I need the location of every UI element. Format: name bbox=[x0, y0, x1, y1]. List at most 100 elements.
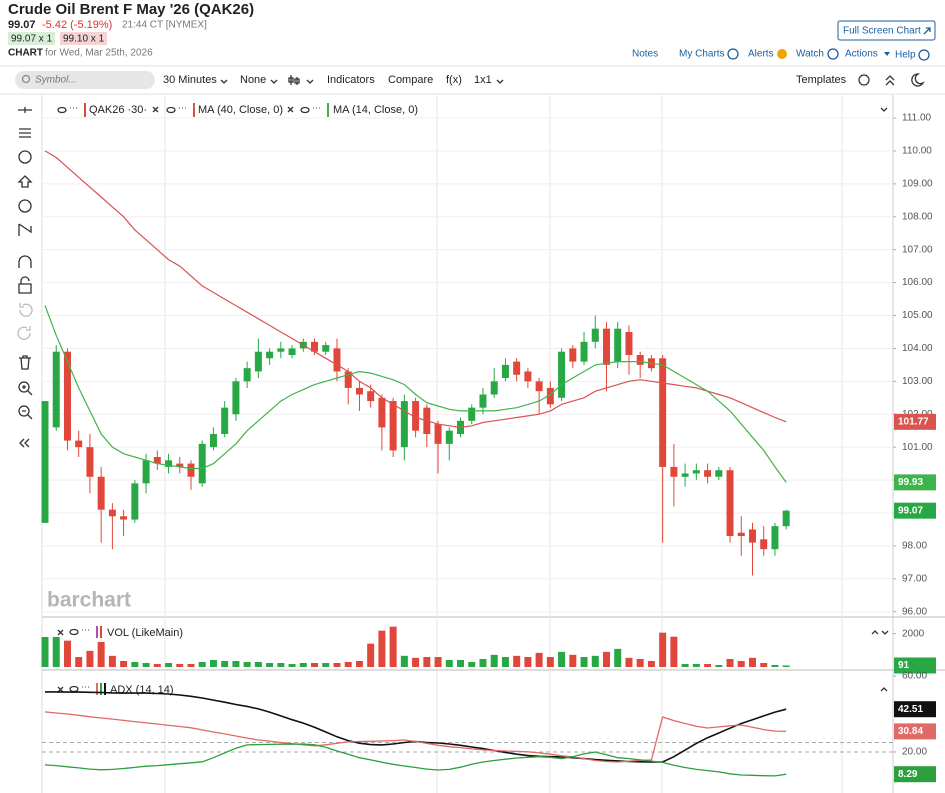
value-box-label: 91 bbox=[898, 660, 910, 671]
candle-body bbox=[546, 387, 554, 405]
volume-bar bbox=[423, 657, 431, 667]
symbol-box[interactable] bbox=[15, 71, 155, 89]
candle-body bbox=[367, 391, 375, 402]
toolbar-item[interactable]: 1x1 bbox=[474, 74, 492, 86]
toolbar-item[interactable]: Compare bbox=[388, 74, 433, 86]
nav-item[interactable]: Notes bbox=[632, 49, 658, 60]
toolbar-item[interactable]: Templates bbox=[796, 74, 847, 86]
volume-bar bbox=[692, 664, 700, 667]
toolbar-item[interactable]: Indicators bbox=[327, 74, 375, 86]
candle-body bbox=[760, 539, 768, 550]
volume-bar bbox=[378, 630, 386, 667]
price-legend[interactable]: ··· QAK26 ·30· ··· MA (40, Close, 0) ···… bbox=[57, 102, 888, 117]
candle-body bbox=[636, 355, 644, 365]
volume-bar bbox=[603, 651, 610, 667]
toolbar-item[interactable]: None bbox=[240, 74, 266, 86]
tool bbox=[18, 405, 30, 417]
volume-bar bbox=[221, 661, 229, 667]
icon bbox=[777, 49, 787, 59]
candle-body bbox=[782, 510, 790, 527]
collapse-icon[interactable] bbox=[885, 75, 895, 86]
candle-body bbox=[614, 328, 622, 362]
volume-bar bbox=[86, 650, 94, 667]
tool bbox=[18, 276, 32, 294]
icon[interactable] bbox=[288, 75, 300, 85]
volume-bar bbox=[558, 651, 566, 667]
y-tick-label: 111.00 bbox=[902, 113, 932, 124]
close-icon bbox=[57, 629, 64, 636]
legend-swatch bbox=[104, 683, 106, 695]
candle-body bbox=[524, 371, 532, 382]
value-box bbox=[894, 701, 936, 718]
volume-bar bbox=[659, 632, 667, 667]
icon bbox=[727, 48, 739, 60]
ask: 99.10 x 1 bbox=[63, 34, 105, 45]
legend-swatch bbox=[96, 626, 98, 638]
volume-bar bbox=[479, 659, 487, 667]
volume-bar bbox=[490, 654, 498, 667]
tool bbox=[18, 223, 32, 236]
volume-bar bbox=[75, 657, 83, 667]
candle-body bbox=[243, 368, 251, 382]
candle-body bbox=[153, 457, 161, 464]
legend-swatch bbox=[96, 683, 98, 695]
volume-bar bbox=[670, 636, 678, 667]
volume-bar bbox=[412, 657, 420, 667]
volume-bar bbox=[445, 660, 453, 667]
volume-bar bbox=[782, 665, 790, 667]
nav-item[interactable]: Help bbox=[895, 50, 916, 61]
value-box-label: 99.93 bbox=[898, 477, 923, 488]
nav-item[interactable]: Actions bbox=[845, 49, 878, 60]
chevron[interactable] bbox=[880, 107, 888, 112]
value-box bbox=[894, 502, 936, 519]
volume-bar bbox=[591, 655, 599, 667]
volume-bar bbox=[389, 626, 397, 667]
value-box-label: 8.29 bbox=[898, 769, 918, 780]
bid: 99.07 x 1 bbox=[11, 34, 53, 45]
tool bbox=[19, 128, 31, 138]
candle-body bbox=[771, 526, 779, 550]
full-screen-button[interactable]: Full Screen Chart bbox=[837, 20, 936, 41]
y-tick-label: 106.00 bbox=[902, 277, 933, 288]
toolbar-item[interactable]: 30 Minutes bbox=[163, 74, 217, 86]
candle-body bbox=[513, 361, 521, 375]
volume-legend[interactable]: ··· VOL (LikeMain) bbox=[57, 624, 889, 639]
session-lines bbox=[164, 95, 843, 793]
value-box-label: 42.51 bbox=[898, 704, 923, 715]
candle-body bbox=[569, 348, 577, 362]
candle-body bbox=[468, 407, 476, 421]
price: 99.07 bbox=[8, 19, 36, 31]
theme-icon[interactable] bbox=[911, 73, 925, 87]
candle-body bbox=[692, 470, 700, 474]
candle-body bbox=[165, 460, 173, 467]
y-tick-label: 108.00 bbox=[902, 211, 933, 222]
adx-legend[interactable]: ··· ADX (14, 14) bbox=[57, 681, 888, 696]
volume-bar bbox=[400, 655, 408, 667]
value-box-label: 99.07 bbox=[898, 505, 923, 516]
candle-body bbox=[198, 443, 206, 484]
y-tick-label: 97.00 bbox=[902, 573, 927, 584]
volume-bar bbox=[41, 637, 49, 667]
eye-icon bbox=[166, 106, 176, 114]
legend-label: MA (40, Close, 0) bbox=[198, 104, 283, 116]
toolbar-item[interactable]: f(x) bbox=[446, 74, 462, 86]
candle-body bbox=[131, 483, 139, 520]
y-tick-label: 2000 bbox=[902, 628, 925, 639]
legend-label: VOL (LikeMain) bbox=[107, 627, 183, 639]
candle-body bbox=[232, 381, 240, 415]
drawing-tools[interactable] bbox=[17, 107, 33, 448]
candle-body bbox=[400, 401, 408, 448]
candle-body bbox=[221, 407, 229, 434]
nav-item[interactable]: My Charts bbox=[679, 49, 725, 60]
nav-item[interactable]: Alerts bbox=[748, 49, 774, 60]
menu-dots: ··· bbox=[178, 102, 187, 112]
settings-icon[interactable] bbox=[858, 74, 870, 86]
volume-bar bbox=[704, 664, 712, 667]
volume-bar bbox=[468, 662, 476, 667]
chevron bbox=[880, 687, 888, 692]
legend-swatch bbox=[327, 103, 329, 117]
nav-item[interactable]: Watch bbox=[796, 49, 824, 60]
eye-icon bbox=[300, 106, 310, 114]
candle-body bbox=[704, 470, 712, 477]
candle-body bbox=[659, 358, 667, 467]
